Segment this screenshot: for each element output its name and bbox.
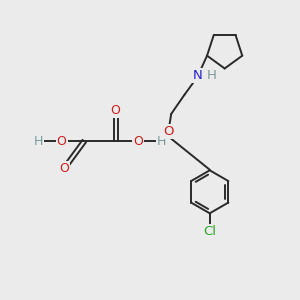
Text: H: H xyxy=(34,134,43,148)
Text: O: O xyxy=(59,162,69,175)
Text: O: O xyxy=(163,125,173,138)
Text: O: O xyxy=(133,134,143,148)
Text: O: O xyxy=(111,104,121,117)
Text: N: N xyxy=(193,69,203,82)
Text: Cl: Cl xyxy=(203,225,216,238)
Text: H: H xyxy=(157,134,166,148)
Text: O: O xyxy=(57,134,67,148)
Text: H: H xyxy=(207,69,217,82)
